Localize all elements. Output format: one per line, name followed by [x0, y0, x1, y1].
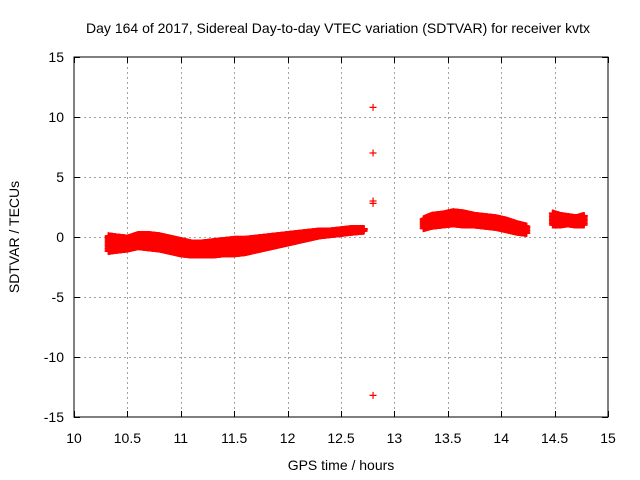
grid [74, 57, 608, 417]
data-markers [104, 103, 588, 399]
chart-title: Day 164 of 2017, Sidereal Day-to-day VTE… [86, 20, 590, 36]
